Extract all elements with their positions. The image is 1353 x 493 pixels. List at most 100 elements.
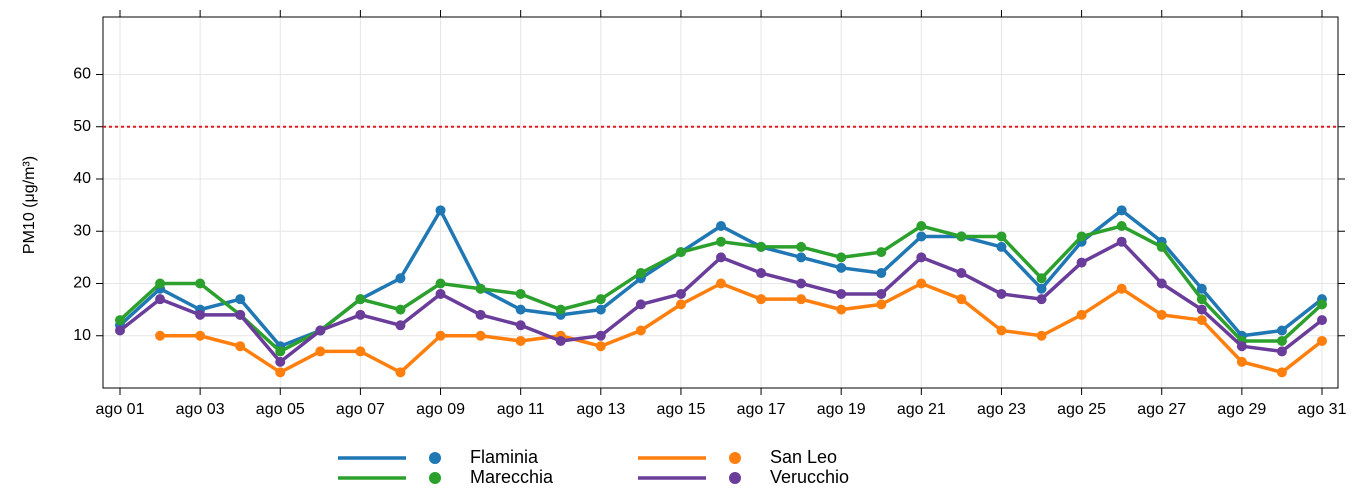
y-axis-label: PM10 (μg/m³)	[21, 156, 38, 254]
x-tick-label: ago 23	[977, 401, 1026, 418]
data-point	[836, 288, 847, 299]
data-point	[515, 320, 526, 331]
data-point	[716, 221, 726, 232]
data-point	[395, 273, 406, 284]
data-point	[235, 309, 246, 320]
data-point	[115, 315, 125, 326]
data-point	[635, 268, 646, 279]
data-point	[996, 241, 1007, 252]
data-point	[1156, 278, 1167, 289]
data-point	[395, 367, 406, 378]
legend-marker	[429, 472, 441, 484]
data-point	[1036, 330, 1047, 341]
data-point	[1276, 325, 1287, 336]
data-point	[996, 231, 1007, 242]
y-tick-label: 50	[73, 118, 91, 135]
data-point	[1317, 299, 1327, 310]
data-point	[1276, 367, 1287, 378]
data-point	[1276, 335, 1287, 346]
data-point	[195, 309, 206, 320]
data-point	[435, 205, 446, 216]
data-point	[1196, 315, 1207, 326]
data-point	[475, 309, 486, 320]
data-point	[716, 252, 726, 263]
data-point	[195, 278, 206, 289]
y-tick-label: 10	[73, 327, 91, 344]
data-point	[515, 335, 526, 346]
data-point	[796, 241, 807, 252]
legend-label: Flaminia	[470, 447, 539, 467]
data-point	[1036, 283, 1047, 294]
data-point	[315, 325, 326, 336]
data-point	[355, 294, 366, 305]
data-point	[1036, 273, 1047, 284]
x-tick-label: ago 09	[416, 401, 465, 418]
data-point	[756, 294, 767, 305]
data-point	[515, 304, 526, 315]
data-point	[756, 268, 767, 279]
data-point	[355, 309, 366, 320]
x-tick-label: ago 07	[336, 401, 385, 418]
x-tick-label: ago 17	[737, 401, 786, 418]
data-point	[435, 288, 446, 299]
data-point	[1076, 231, 1087, 242]
data-point	[996, 288, 1007, 299]
data-point	[1196, 304, 1207, 315]
data-point	[1116, 283, 1127, 294]
data-point	[876, 268, 887, 279]
x-tick-label: ago 13	[576, 401, 625, 418]
data-point	[595, 330, 606, 341]
data-point	[435, 330, 446, 341]
x-tick-label: ago 03	[176, 401, 225, 418]
data-point	[555, 304, 566, 315]
legend-marker	[729, 472, 741, 484]
data-point	[675, 288, 686, 299]
data-point	[1116, 221, 1127, 232]
data-point	[435, 278, 446, 289]
data-point	[235, 294, 246, 305]
x-tick-label: ago 01	[96, 401, 145, 418]
data-point	[355, 346, 366, 357]
data-point	[1196, 283, 1207, 294]
plot-frame	[102, 16, 1339, 389]
data-point	[916, 252, 927, 263]
x-tick-label: ago 29	[1217, 401, 1266, 418]
data-point	[595, 304, 606, 315]
x-tick-label: ago 25	[1057, 401, 1106, 418]
data-point	[595, 294, 606, 305]
legend-marker	[729, 452, 741, 464]
legend-label: Marecchia	[470, 467, 554, 487]
legend-label: San Leo	[770, 447, 837, 467]
x-tick-label: ago 19	[817, 401, 866, 418]
data-point	[716, 236, 726, 247]
data-point	[195, 330, 206, 341]
data-point	[1116, 205, 1127, 216]
data-point	[1076, 309, 1087, 320]
data-point	[475, 330, 486, 341]
data-point	[275, 356, 286, 367]
legend-marker	[429, 452, 441, 464]
data-point	[1196, 294, 1207, 305]
data-point	[956, 294, 967, 305]
x-tick-label: ago 15	[656, 401, 705, 418]
data-point	[996, 325, 1007, 336]
data-point	[756, 241, 767, 252]
data-point	[836, 252, 847, 263]
data-point	[916, 221, 927, 232]
data-point	[155, 330, 166, 341]
data-point	[1317, 335, 1327, 346]
data-point	[275, 346, 286, 357]
data-point	[916, 278, 927, 289]
data-point	[155, 294, 166, 305]
data-point	[796, 252, 807, 263]
y-tick-label: 60	[73, 66, 91, 83]
x-tick-label: ago 05	[256, 401, 305, 418]
data-point	[315, 346, 326, 357]
data-point	[1076, 257, 1087, 268]
data-point	[916, 231, 927, 242]
data-point	[395, 320, 406, 331]
data-point	[876, 247, 887, 258]
x-tick-label: ago 21	[897, 401, 946, 418]
